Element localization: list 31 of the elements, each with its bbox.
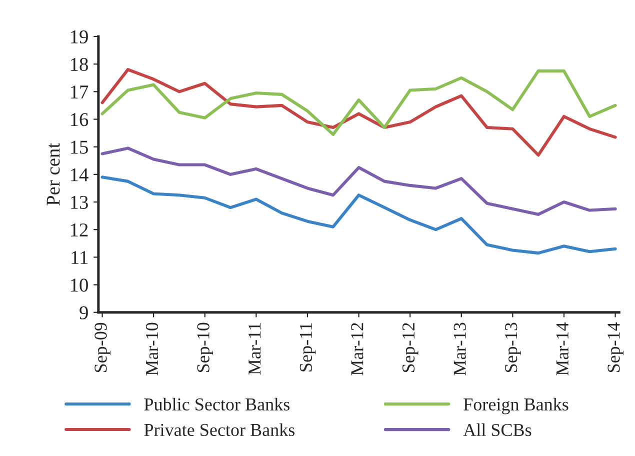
line-series	[100, 146, 617, 216]
y-tick-label: 12	[70, 223, 88, 236]
x-tick-label: Mar-14	[556, 322, 568, 376]
line-series	[100, 69, 617, 136]
y-tick-label: 9	[80, 306, 88, 320]
legend-label: Foreign Banks	[464, 398, 568, 414]
x-tick-label: Sep-14	[608, 322, 624, 372]
line-series	[100, 176, 617, 255]
y-tick-label: 14	[70, 168, 88, 182]
y-tick-label: 16	[70, 113, 88, 126]
legend-label: All SCBs	[463, 423, 532, 436]
x-tick-label: Mar-13	[454, 322, 466, 376]
y-tick-label: 19	[70, 30, 88, 44]
x-tick-label: Sep-09	[94, 322, 110, 372]
x-tick-label: Mar-10	[146, 322, 158, 376]
legend-label: Public Sector Banks	[144, 398, 290, 411]
x-tick-label: Sep-12	[402, 323, 418, 372]
x-tick-label: Sep-10	[197, 322, 214, 372]
legend-label: Private Sector Banks	[144, 423, 295, 436]
x-tick-label: Mar-11	[248, 323, 261, 375]
y-tick-label: 17	[70, 86, 88, 98]
y-tick-label: 13	[70, 196, 88, 209]
y-axis-title: Per cent	[46, 142, 60, 206]
line-series	[100, 68, 617, 157]
y-tick-label: 11	[72, 251, 88, 264]
x-tick-label: Sep-11	[300, 323, 316, 372]
y-tick-label: 10	[70, 278, 88, 292]
x-tick-label: Sep-13	[505, 322, 521, 372]
x-tick-label: Mar-12	[351, 323, 364, 376]
y-tick-label: 15	[70, 140, 88, 154]
y-tick-label: 18	[70, 58, 88, 72]
